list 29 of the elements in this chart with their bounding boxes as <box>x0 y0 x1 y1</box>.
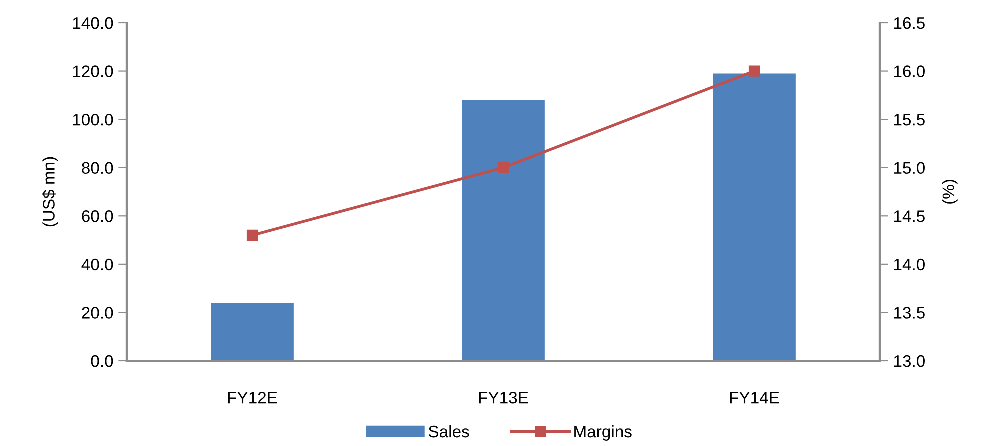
legend-label: Margins <box>574 425 632 441</box>
y-tick-label: 40.0 <box>82 258 114 271</box>
y2-tick-label: 16.5 <box>894 17 925 30</box>
y2-tick-label: 14.0 <box>894 258 925 271</box>
y-tick-label: 0.0 <box>91 355 114 368</box>
y2-tick-label: 14.5 <box>894 210 925 222</box>
y-tick-label: 140.0 <box>73 17 114 30</box>
y-tick-label: 80.0 <box>82 162 114 174</box>
bar <box>211 303 294 361</box>
point <box>246 230 258 242</box>
x-tick-label: FY13E <box>479 392 528 404</box>
y2-tick-label: 16.0 <box>894 66 925 78</box>
y-axis-title: (US$ mn) <box>42 157 58 227</box>
y-tick-label: 120.0 <box>73 66 114 78</box>
legend-label: Sales <box>428 425 470 438</box>
bar <box>462 100 545 361</box>
x-tick-label: FY14E <box>730 392 780 404</box>
y2-tick-label: 15.5 <box>894 114 925 126</box>
point <box>498 162 510 174</box>
y-tick-label: 60.0 <box>82 210 114 222</box>
y2-tick-label: 15.0 <box>894 162 925 174</box>
y-tick-label: 20.0 <box>82 307 114 319</box>
bar <box>713 74 796 361</box>
x-tick-label: FY12E <box>228 392 278 404</box>
y2-axis-title: (%) <box>942 180 958 204</box>
y-tick-label: 100.0 <box>73 114 114 126</box>
y2-tick-label: 13.5 <box>894 307 925 319</box>
point <box>748 66 760 77</box>
y2-tick-label: 13.0 <box>894 355 925 368</box>
